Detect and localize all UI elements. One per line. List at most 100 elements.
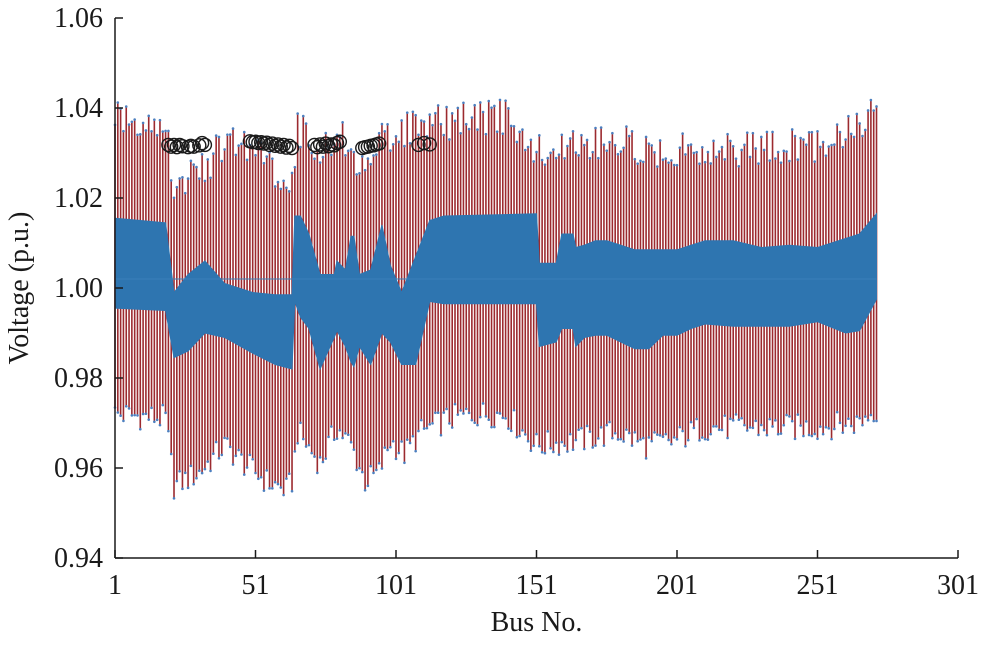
bar-top-marker [198, 177, 201, 180]
x-tick-label: 51 [242, 570, 270, 601]
bar-top-marker [394, 135, 398, 138]
bar-top-marker [616, 152, 620, 156]
bar-top-marker [796, 158, 800, 161]
bar-top-marker [597, 156, 600, 160]
bar-bottom-marker [751, 426, 755, 430]
bar-top-marker [495, 130, 499, 133]
highlighted-bus-marker [318, 136, 333, 151]
bar-bottom-marker [203, 467, 207, 471]
bar-top-marker [470, 116, 474, 119]
bar-bottom-marker [195, 476, 198, 480]
bar-bottom-marker [240, 453, 243, 456]
bar-bottom-marker [855, 415, 859, 418]
bar-bottom-marker [178, 469, 181, 473]
bar-bottom-marker [658, 434, 662, 437]
bar-bottom-marker [490, 425, 493, 429]
bar-top-marker [869, 98, 873, 102]
highlighted-bus-marker [166, 137, 182, 153]
bar-top-marker [164, 129, 167, 133]
bar-top-marker [782, 149, 786, 153]
bar-top-marker [287, 190, 291, 193]
bar-top-marker [450, 112, 454, 115]
bar-top-marker [442, 133, 446, 137]
bar-bottom-marker [748, 426, 752, 429]
bar-bottom-marker [344, 432, 347, 435]
highlighted-bus-marker [332, 134, 347, 149]
bar-top-marker [768, 159, 772, 162]
bar-bottom-marker [150, 406, 153, 410]
bar-bottom-marker [720, 428, 724, 432]
bar-bottom-marker [619, 437, 623, 441]
bar-top-marker [372, 154, 375, 157]
bar-top-marker [591, 150, 594, 154]
highlighted-bus-marker [315, 139, 331, 154]
bar-bottom-marker [167, 429, 170, 433]
bar-top-marker [574, 151, 578, 154]
bar-top-marker [532, 160, 535, 163]
bar-top-marker [703, 160, 707, 164]
bar-bottom-marker [279, 486, 283, 489]
bar-bottom-marker [265, 469, 269, 472]
bar-top-marker [296, 112, 299, 115]
bar-bottom-marker [425, 426, 429, 430]
bar-bottom-marker [476, 423, 479, 427]
bar-top-marker [448, 138, 451, 141]
bar-bottom-marker [228, 445, 232, 449]
bar-bottom-marker [585, 424, 589, 428]
bar-bottom-marker [473, 421, 476, 425]
bar-top-marker [346, 149, 350, 153]
bar-top-marker [136, 133, 139, 137]
bar-top-marker [641, 160, 645, 164]
bar-top-marker [183, 191, 187, 195]
bar-bottom-marker [782, 423, 786, 427]
bar-top-marker [153, 118, 156, 121]
bar-bottom-marker [709, 432, 713, 436]
bar-bottom-marker [127, 407, 131, 410]
bar-bottom-marker [768, 417, 772, 421]
bar-top-marker [639, 159, 642, 163]
bar-bottom-marker [664, 432, 668, 436]
bar-bottom-marker [636, 439, 639, 443]
bar-bottom-marker [479, 415, 482, 419]
bar-top-marker [133, 118, 136, 121]
bar-bottom-marker [625, 428, 628, 431]
bar-top-marker [419, 119, 423, 122]
bar-bottom-marker [116, 411, 120, 414]
bar-bottom-marker [816, 437, 819, 441]
bar-top-marker [737, 164, 741, 168]
bar-bottom-marker [540, 451, 544, 454]
bar-top-marker [757, 162, 760, 165]
bar-top-marker [273, 185, 277, 188]
bar-top-marker [580, 133, 583, 137]
bar-bottom-marker [661, 435, 665, 439]
x-tick-label: 1 [108, 570, 122, 601]
bar-bottom-marker [566, 450, 569, 453]
bar-top-marker [431, 123, 434, 127]
bar-bottom-marker [251, 457, 254, 461]
bar-top-marker [397, 140, 401, 144]
bar-top-marker [538, 134, 541, 137]
highlighted-bus-marker [197, 137, 213, 153]
x-tick-label: 251 [797, 570, 839, 601]
bar-top-marker [695, 150, 698, 154]
bar-top-marker [875, 105, 878, 108]
bar-bottom-marker [549, 447, 552, 450]
bar-bottom-marker [582, 447, 586, 451]
bar-top-marker [698, 162, 701, 166]
bar-top-marker [779, 161, 783, 164]
bar-top-marker [729, 139, 732, 143]
bar-top-marker [563, 156, 566, 160]
bar-bottom-marker [248, 453, 252, 457]
bar-bottom-marker [743, 423, 746, 427]
bar-bottom-marker [369, 464, 373, 468]
bar-top-marker [459, 131, 462, 135]
bar-bottom-marker [841, 431, 845, 434]
bar-bottom-marker [462, 412, 465, 415]
bar-top-marker [594, 126, 597, 130]
bar-bottom-marker [175, 479, 179, 483]
bar-bottom-marker [830, 437, 833, 441]
bar-top-marker [172, 196, 176, 200]
bar-bottom-marker [161, 403, 165, 407]
highlighted-bus-marker [312, 137, 328, 152]
bar-bottom-marker [338, 428, 342, 432]
